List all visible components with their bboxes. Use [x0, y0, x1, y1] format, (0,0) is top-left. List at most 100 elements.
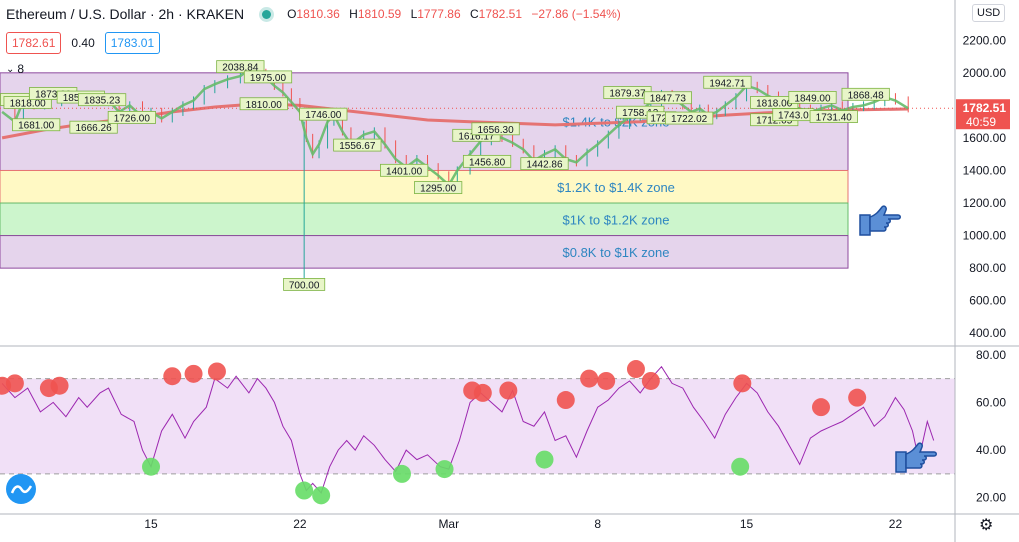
spread-value: 0.40: [71, 36, 95, 50]
pivot-label: 1666.26: [76, 123, 113, 134]
rsi-tick-label: 40.00: [976, 443, 1006, 457]
chevron-down-icon: ⌄: [6, 63, 15, 75]
overbought-marker: [580, 369, 599, 388]
pivot-label-box: [471, 122, 520, 136]
price-zone-rect: [0, 235, 849, 269]
pivot-label: 1616.17: [458, 131, 495, 142]
bid-ask-row: 1782.61 0.40 1783.01: [6, 32, 161, 54]
price-tick-label: 1000.00: [963, 229, 1007, 243]
rsi-tick-label: 20.00: [976, 491, 1006, 505]
pivot-label-box: [283, 278, 326, 291]
rsi-tick-label: 60.00: [976, 395, 1006, 409]
price-tick-label: 1200.00: [963, 196, 1007, 210]
overbought-marker: [812, 398, 831, 417]
ohlc-open-key: O: [287, 7, 297, 21]
currency-button[interactable]: USD: [972, 4, 1006, 22]
overbought-marker: [733, 374, 752, 393]
pivot-label: 1746.00: [305, 110, 342, 121]
time-tick-label: 15: [740, 517, 754, 531]
pivot-label: 1975.00: [250, 73, 287, 84]
time-tick-label: 22: [889, 517, 903, 531]
time-tick-label: Mar: [438, 517, 459, 531]
pivot-label: 1810.00: [246, 100, 283, 111]
market-open-indicator: [262, 9, 272, 19]
pivot-label-box: [788, 91, 837, 104]
overbought-marker: [207, 362, 226, 381]
pivot-label: 2038.84: [222, 63, 259, 74]
overbought-marker: [5, 374, 24, 393]
pivot-label-box: [414, 181, 463, 194]
rsi-tick-label: 80.00: [976, 348, 1006, 362]
last-price-badge: [956, 99, 1010, 130]
pivot-label-box: [462, 154, 512, 168]
zone-label: $1.2K to $1.4K zone: [557, 180, 675, 195]
pointing-hand-icon: [895, 442, 937, 473]
pivot-label-box: [643, 91, 692, 105]
pivot-label: 1456.80: [469, 157, 506, 168]
ohlc-open-value: 1810.36: [296, 7, 340, 21]
price-tick-label: 2200.00: [963, 33, 1007, 47]
pivot-label-box: [243, 70, 293, 84]
indicators-toggle[interactable]: ⌄ 8: [6, 62, 24, 76]
oversold-marker: [435, 460, 454, 479]
pivot-label: 1295.00: [420, 184, 457, 195]
symbol-title[interactable]: Ethereum / U.S. Dollar · 2h · KRAKEN: [6, 6, 245, 22]
pivot-label: 1401.00: [386, 166, 423, 177]
oversold-marker: [731, 457, 750, 476]
pivot-label: 1835.23: [84, 96, 121, 107]
last-price-value: 1782.51: [963, 101, 1007, 115]
ohlc-close-value: 1782.51: [478, 7, 523, 21]
pointing-hand-icon: [859, 205, 901, 236]
pivot-label: 1873.00: [35, 89, 72, 100]
price-change: −27.86 (−1.54%): [531, 7, 621, 21]
indicator-count: 8: [17, 62, 25, 76]
zone-label: $0.8K to $1K zone: [563, 245, 670, 260]
time-tick-label: 8: [594, 517, 601, 531]
tradingview-logo-mark: [10, 485, 33, 494]
pivot-label: 1722.02: [671, 114, 708, 125]
bar-countdown: 40:59: [966, 115, 996, 129]
ohlc-low-value: 1777.86: [417, 7, 461, 21]
price-tick-label: 1400.00: [963, 163, 1007, 177]
gear-icon[interactable]: ⚙: [979, 517, 994, 534]
price-tick-label: 800.00: [969, 261, 1006, 275]
pivot-label: 1743.0: [778, 111, 809, 122]
pivot-label-box: [69, 120, 118, 134]
pivot-label-box: [299, 107, 348, 121]
pivot-label-box: [809, 110, 858, 124]
pivot-label-box: [841, 87, 890, 101]
pivot-label-box: [333, 138, 382, 152]
price-zone-rect: [0, 202, 849, 237]
tradingview-logo-icon[interactable]: [6, 474, 36, 504]
overbought-marker: [597, 371, 616, 390]
pivot-label: 1442.86: [526, 160, 563, 171]
pivot-label: 1849.00: [794, 93, 831, 104]
ohlc-high-value: 1810.59: [357, 7, 402, 21]
oversold-marker: [392, 464, 411, 483]
time-tick-label: 22: [293, 517, 307, 531]
pivot-label: 1724: [650, 114, 673, 125]
pivot-label-box: [12, 118, 61, 132]
pivot-label: 1818.00: [756, 98, 793, 109]
pivot-label: 1712.05: [756, 116, 793, 127]
pivot-label-box: [77, 93, 127, 107]
pivot-label: 1879.37: [609, 89, 646, 100]
price-tick-label: 400.00: [969, 326, 1006, 340]
symbol-header: Ethereum / U.S. Dollar · 2h · KRAKEN O18…: [6, 6, 627, 22]
pivot-label: 700.00: [289, 280, 320, 291]
pivot-label-box: [665, 111, 714, 125]
oversold-marker: [312, 486, 331, 505]
overbought-marker: [163, 367, 182, 386]
pivot-label: 1731.40: [816, 113, 853, 124]
pivot-label-box: [107, 111, 156, 124]
buy-price-button[interactable]: 1783.01: [104, 32, 161, 54]
sell-price-button[interactable]: 1782.61: [6, 32, 62, 54]
price-tick-label: 2000.00: [963, 66, 1007, 80]
overbought-marker: [626, 360, 645, 379]
ohlc-close-key: C: [469, 7, 479, 21]
pivot-label: 1726.00: [114, 113, 151, 124]
oversold-marker: [295, 481, 314, 500]
pivot-label: 1758.12: [622, 108, 659, 119]
pivot-label-box: [703, 75, 752, 89]
